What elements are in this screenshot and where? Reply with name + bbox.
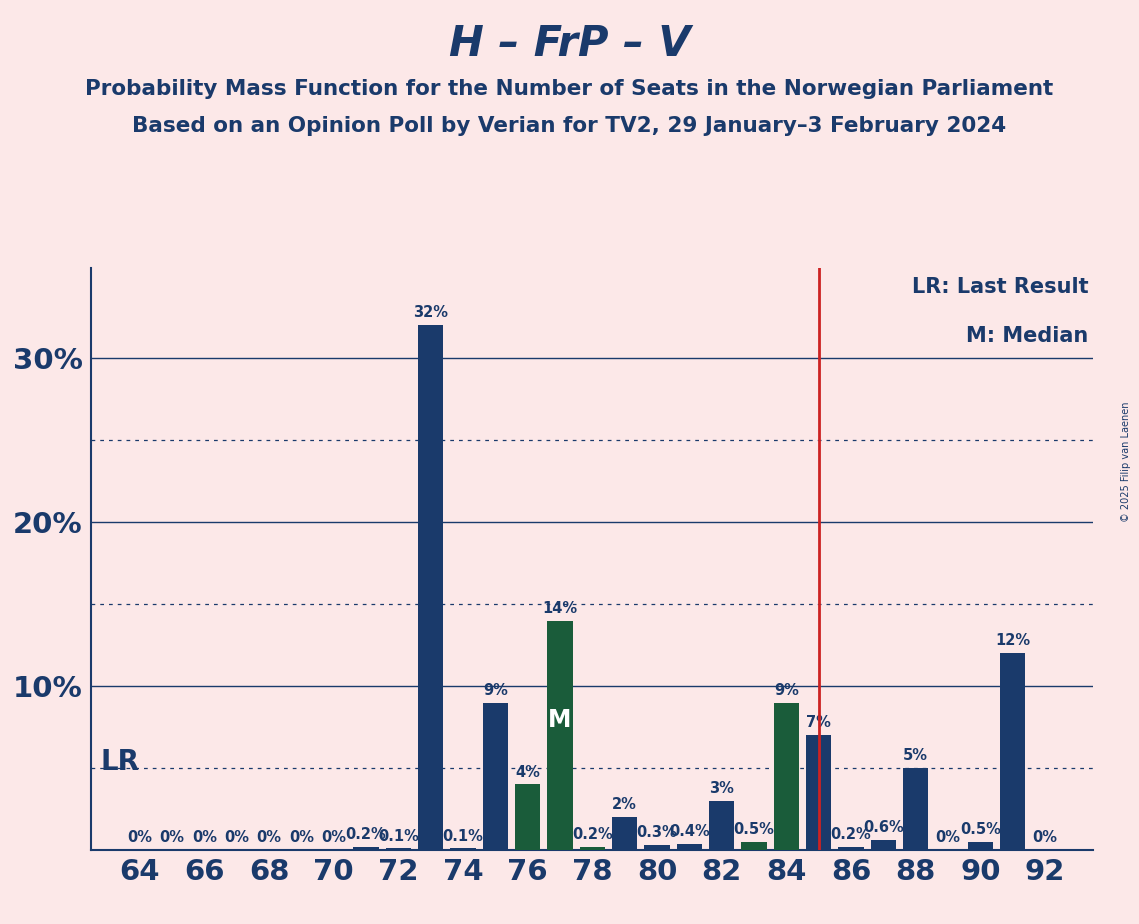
Text: 0.2%: 0.2% xyxy=(830,827,871,842)
Text: 2%: 2% xyxy=(612,797,637,812)
Bar xyxy=(968,842,993,850)
Bar xyxy=(741,842,767,850)
Text: 0%: 0% xyxy=(256,830,281,845)
Text: 0.2%: 0.2% xyxy=(572,827,613,842)
Text: 9%: 9% xyxy=(483,683,508,698)
Bar xyxy=(773,702,798,850)
Text: M: Median: M: Median xyxy=(966,326,1089,346)
Bar xyxy=(806,736,831,850)
Bar xyxy=(870,840,896,850)
Bar xyxy=(645,845,670,850)
Text: 0.5%: 0.5% xyxy=(960,822,1001,837)
Text: 0%: 0% xyxy=(191,830,216,845)
Text: 12%: 12% xyxy=(995,633,1030,649)
Bar xyxy=(450,848,476,850)
Bar xyxy=(548,621,573,850)
Text: 3%: 3% xyxy=(710,781,734,796)
Text: 0.2%: 0.2% xyxy=(345,827,386,842)
Bar xyxy=(708,801,735,850)
Bar xyxy=(386,848,411,850)
Text: 0%: 0% xyxy=(128,830,153,845)
Bar xyxy=(515,784,540,850)
Bar xyxy=(903,768,928,850)
Bar xyxy=(418,325,443,850)
Bar xyxy=(612,818,637,850)
Text: 0.1%: 0.1% xyxy=(443,829,483,844)
Text: 0.5%: 0.5% xyxy=(734,822,775,837)
Text: 4%: 4% xyxy=(515,764,540,780)
Text: 0.6%: 0.6% xyxy=(863,821,903,835)
Text: 5%: 5% xyxy=(903,748,928,763)
Text: 0.1%: 0.1% xyxy=(378,829,419,844)
Text: 0%: 0% xyxy=(289,830,313,845)
Text: © 2025 Filip van Laenen: © 2025 Filip van Laenen xyxy=(1121,402,1131,522)
Text: 9%: 9% xyxy=(773,683,798,698)
Text: LR: LR xyxy=(101,748,140,776)
Text: 0%: 0% xyxy=(935,830,960,845)
Bar xyxy=(353,846,378,850)
Text: Probability Mass Function for the Number of Seats in the Norwegian Parliament: Probability Mass Function for the Number… xyxy=(85,79,1054,99)
Text: 32%: 32% xyxy=(413,306,448,321)
Text: 0%: 0% xyxy=(1032,830,1057,845)
Bar xyxy=(677,844,702,850)
Text: 0.4%: 0.4% xyxy=(669,823,710,839)
Bar xyxy=(838,846,863,850)
Bar xyxy=(483,702,508,850)
Bar xyxy=(580,846,605,850)
Text: 0%: 0% xyxy=(321,830,346,845)
Text: M: M xyxy=(548,708,572,732)
Text: 0%: 0% xyxy=(224,830,249,845)
Bar xyxy=(1000,653,1025,850)
Text: 0%: 0% xyxy=(159,830,185,845)
Text: 0.3%: 0.3% xyxy=(637,825,678,840)
Text: Based on an Opinion Poll by Verian for TV2, 29 January–3 February 2024: Based on an Opinion Poll by Verian for T… xyxy=(132,116,1007,136)
Text: 7%: 7% xyxy=(806,715,831,730)
Text: 14%: 14% xyxy=(542,601,577,615)
Text: LR: Last Result: LR: Last Result xyxy=(912,276,1089,297)
Text: H – FrP – V: H – FrP – V xyxy=(449,23,690,65)
